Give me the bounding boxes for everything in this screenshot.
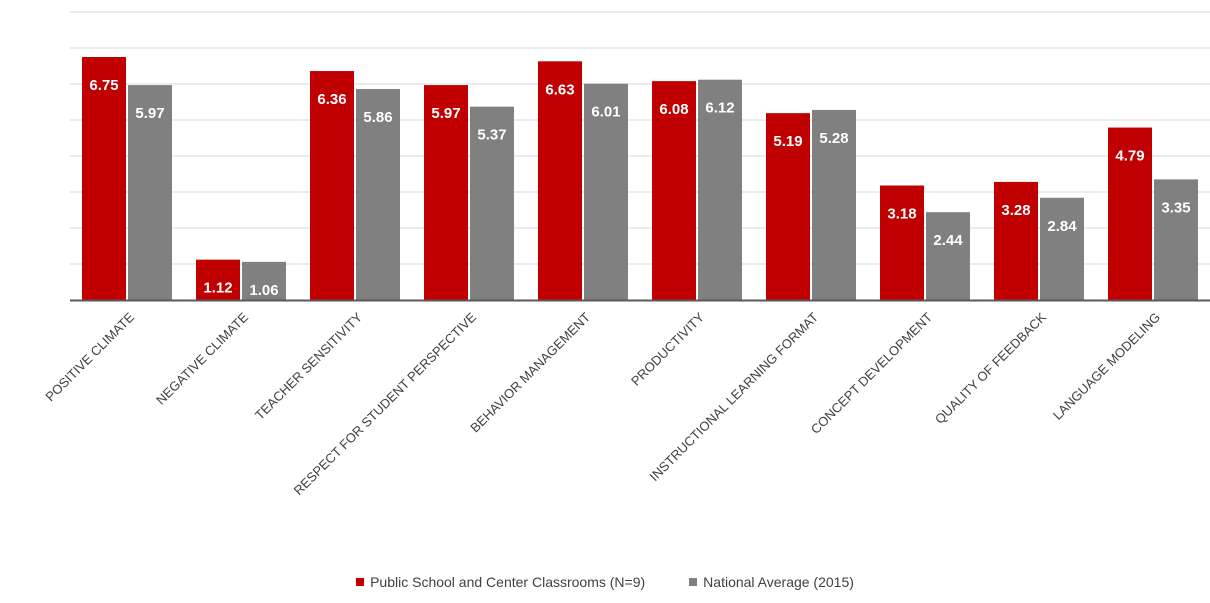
data-label-series-1: 6.08: [659, 101, 688, 118]
data-label-series-2: 5.28: [819, 130, 848, 147]
x-tick-label: LANGUAGE MODELING: [1050, 310, 1163, 423]
bar-series-2: [470, 106, 514, 301]
legend-swatch-series-2: [689, 578, 698, 586]
data-label-series-2: 2.44: [933, 232, 963, 249]
data-labels: 6.75 1.12 6.36 5.97 6.63 6.08 5.19 3.18 3.28 4.79…: [89, 77, 1190, 299]
x-tick-label: TEACHER SENSITIVITY: [252, 309, 366, 423]
bar-series-1: [652, 81, 696, 301]
x-tick-label: NEGATIVE CLIMATE: [153, 309, 251, 407]
bar-series-2: [356, 89, 400, 300]
x-tick-label: CONCEPT DEVELOPMENT: [808, 309, 935, 436]
data-label-series-1: 3.18: [887, 206, 916, 223]
data-label-series-1: 5.19: [773, 133, 802, 150]
bar-series-2: [812, 109, 856, 300]
bar-series-2: [1040, 197, 1084, 300]
data-label-series-2: 6.12: [705, 100, 734, 117]
legend-label-series-1: Public School and Center Classrooms (N=9…: [370, 574, 646, 590]
bar-series-2: [242, 261, 286, 300]
bar-series-2: [1154, 179, 1198, 300]
x-tick-label: POSITIVE CLIMATE: [42, 309, 137, 404]
bar-series-1: [424, 85, 468, 300]
data-label-series-2: 5.37: [477, 127, 506, 144]
legend-swatch-series-1: [356, 578, 365, 586]
data-label-series-2: 6.01: [591, 104, 620, 121]
data-label-series-1: 6.36: [317, 91, 346, 108]
bar-chart: 6.75 1.12 6.36 5.97 6.63 6.08 5.19 3.18 3.28 4.79…: [42, 11, 1210, 498]
bar-series-1: [994, 181, 1038, 300]
data-label-series-2: 3.35: [1161, 199, 1190, 216]
bar-series-1: [82, 57, 126, 300]
bar-series-2: [926, 212, 970, 300]
bar-series-1: [880, 185, 924, 300]
bar-series-1: [538, 61, 582, 300]
data-label-series-1: 4.79: [1115, 148, 1144, 165]
bar-series-1: [766, 113, 810, 300]
x-tick-label: PRODUCTIVITY: [628, 309, 707, 388]
data-label-series-1: 6.63: [545, 81, 574, 98]
data-label-series-2: 5.86: [363, 109, 392, 126]
x-tick-label: BEHAVIOR MANAGEMENT: [467, 309, 593, 435]
bar-series-2: [698, 79, 742, 301]
data-label-series-2: 2.84: [1047, 218, 1077, 235]
x-tick-labels: POSITIVE CLIMATE NEGATIVE CLIMATE TEACHER …: [42, 309, 1163, 498]
bar-series-1: [196, 259, 240, 300]
bar-series-1: [310, 71, 354, 300]
bar-series-2: [584, 83, 628, 300]
data-label-series-1: 5.97: [431, 105, 460, 122]
bars: [82, 57, 1198, 301]
legend-label-series-2: National Average (2015): [703, 574, 854, 590]
gridlines: [70, 11, 1210, 265]
bar-series-1: [1108, 127, 1152, 300]
legend-item-series-1: Public School and Center Classrooms (N=9…: [356, 574, 645, 590]
data-label-series-1: 3.28: [1001, 202, 1030, 219]
data-label-series-1: 1.12: [203, 280, 232, 297]
legend-item-series-2: National Average (2015): [689, 574, 854, 590]
x-tick-label: QUALITY OF FEEDBACK: [932, 309, 1049, 426]
bar-series-2: [128, 85, 172, 300]
legend: Public School and Center Classrooms (N=9…: [0, 570, 1210, 594]
data-label-series-2: 1.06: [249, 282, 278, 299]
data-label-series-1: 6.75: [89, 77, 118, 94]
data-label-series-2: 5.97: [135, 105, 164, 122]
x-tick-label: RESPECT FOR STUDENT PERSPECTIVE: [291, 309, 480, 498]
